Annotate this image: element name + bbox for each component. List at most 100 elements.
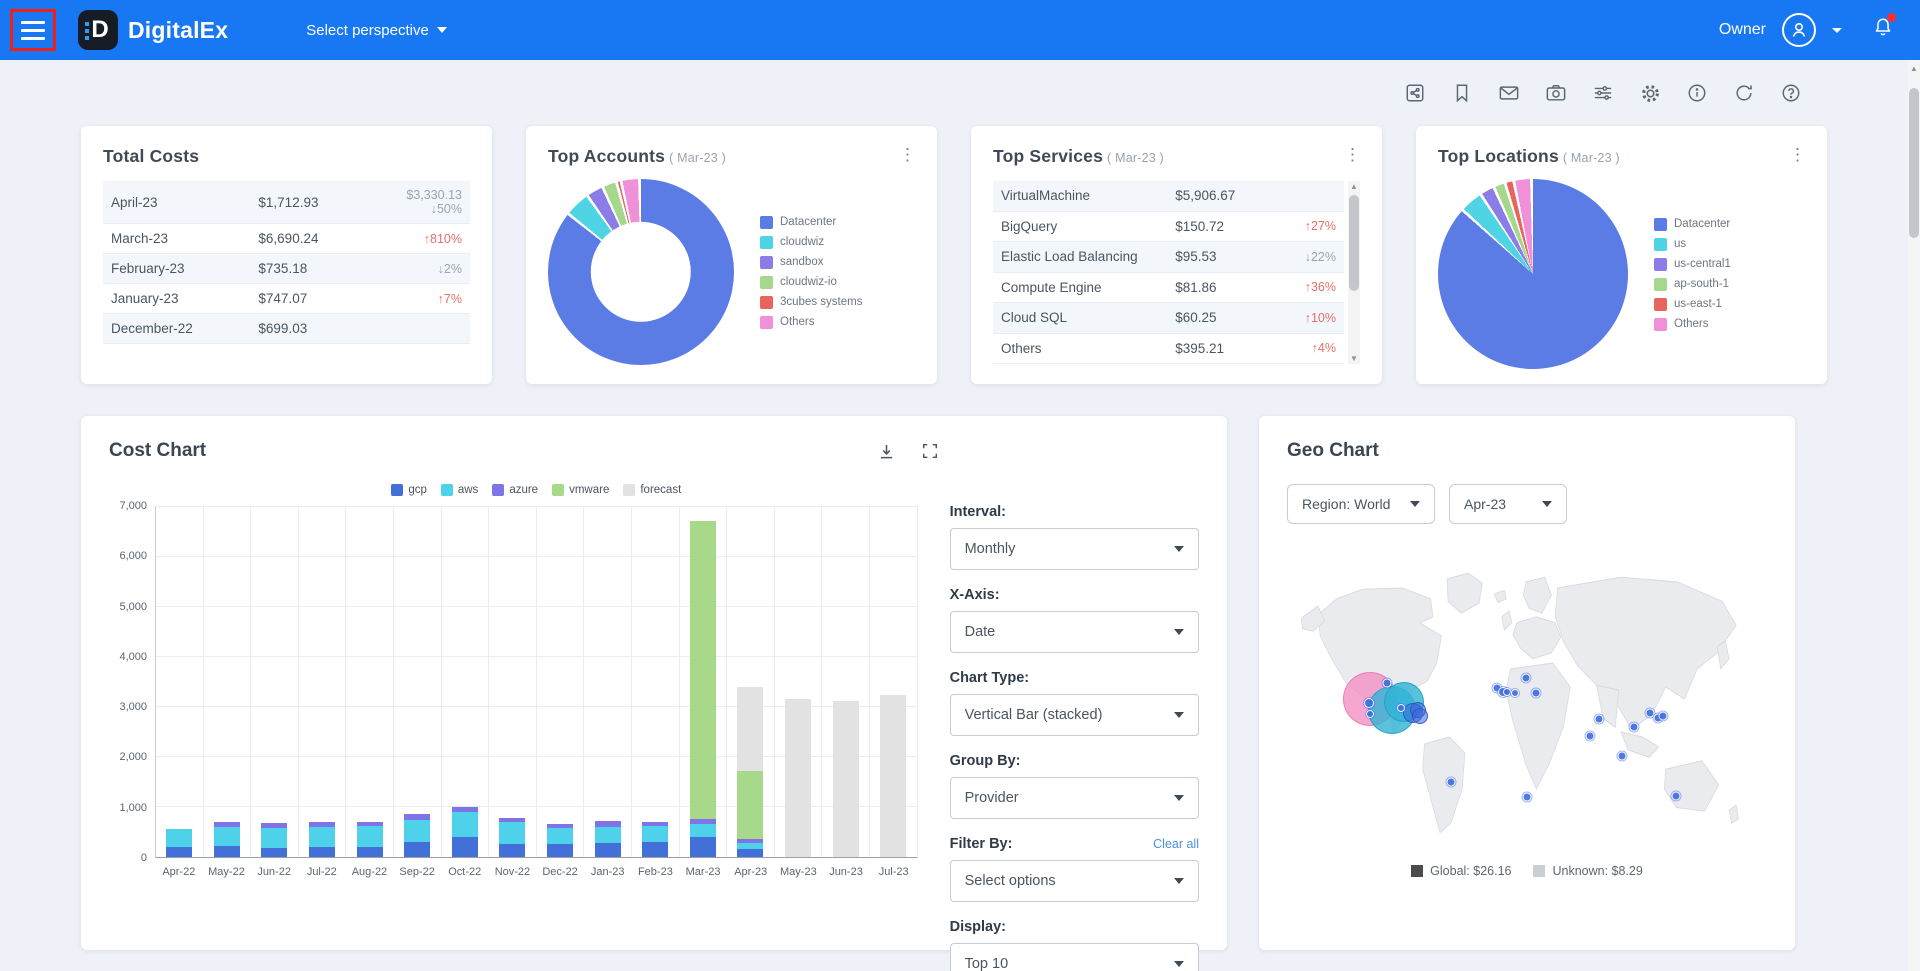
map-data-point[interactable]: [1585, 731, 1594, 741]
map-data-point[interactable]: [1671, 791, 1681, 801]
user-avatar[interactable]: [1782, 13, 1816, 47]
x-tick-label: Dec-22: [542, 866, 578, 878]
legend-item[interactable]: cloudwiz: [760, 235, 862, 249]
bookmark-icon[interactable]: [1451, 82, 1473, 104]
bar-Nov-22[interactable]: [499, 818, 526, 857]
download-icon[interactable]: [875, 440, 897, 462]
map-data-point[interactable]: [1617, 751, 1627, 761]
kebab-menu-icon[interactable]: ⋮: [1789, 145, 1806, 164]
map-data-point[interactable]: [1366, 710, 1375, 718]
filter-by-select[interactable]: Select options: [949, 860, 1199, 902]
legend-item[interactable]: us: [1654, 237, 1731, 251]
map-data-point[interactable]: [1502, 688, 1511, 697]
camera-icon[interactable]: [1545, 82, 1567, 104]
map-data-point[interactable]: [1397, 704, 1406, 712]
bar-Oct-22[interactable]: [451, 806, 478, 857]
kebab-menu-icon[interactable]: ⋮: [1344, 145, 1361, 164]
bar-segment-aws: [356, 826, 383, 847]
bar-Sep-22[interactable]: [404, 814, 431, 857]
map-data-point[interactable]: [1629, 722, 1639, 732]
settings-icon[interactable]: [1639, 82, 1661, 104]
bar-Feb-23[interactable]: [642, 821, 669, 857]
bar-Jan-23[interactable]: [594, 821, 621, 857]
map-data-point[interactable]: [1521, 673, 1531, 683]
legend-item[interactable]: aws: [440, 484, 478, 496]
hamburger-menu-button[interactable]: [21, 20, 45, 40]
top-services-title: Top Services( Mar-23 ): [993, 146, 1164, 166]
mail-icon[interactable]: [1498, 82, 1520, 104]
top-locations-pie-chart[interactable]: [1438, 179, 1628, 369]
chart-type-select[interactable]: Vertical Bar (stacked): [949, 694, 1199, 736]
legend-item[interactable]: us-east-1: [1654, 297, 1731, 311]
map-data-point[interactable]: [1658, 711, 1668, 720]
map-data-point[interactable]: [1522, 792, 1532, 802]
y-tick-label: 2,000: [119, 751, 147, 764]
world-map[interactable]: [1292, 546, 1762, 846]
bar-Apr-23[interactable]: [737, 686, 764, 857]
bar-Mar-23[interactable]: [689, 520, 716, 857]
top-locations-legend: Datacenter us us-central1 ap-south-1 us-east…: [1654, 217, 1731, 331]
sliders-icon[interactable]: [1592, 82, 1614, 104]
select-perspective-dropdown[interactable]: Select perspective: [306, 22, 447, 39]
y-tick-label: 4,000: [119, 650, 147, 663]
bar-slot: [727, 507, 775, 857]
legend-item[interactable]: ap-south-1: [1654, 277, 1731, 291]
bar-slot: [632, 507, 680, 857]
scrollbar-thumb[interactable]: [1349, 195, 1359, 291]
map-data-point[interactable]: [1510, 689, 1519, 697]
legend-item[interactable]: forecast: [623, 484, 681, 496]
notifications-bell-icon[interactable]: [1872, 13, 1896, 44]
legend-item[interactable]: cloudwiz-io: [760, 275, 862, 289]
legend-item[interactable]: us-central1: [1654, 257, 1731, 271]
map-data-point[interactable]: [1412, 707, 1429, 724]
legend-item[interactable]: gcp: [391, 484, 427, 496]
bar-Apr-22[interactable]: [166, 829, 193, 857]
x-axis-select[interactable]: Date: [949, 611, 1199, 653]
info-icon[interactable]: [1686, 82, 1708, 104]
scroll-up-icon[interactable]: ▲: [1910, 64, 1918, 73]
legend-item[interactable]: Datacenter: [760, 215, 862, 229]
bar-Jul-22[interactable]: [309, 821, 336, 857]
map-data-point[interactable]: [1363, 697, 1374, 708]
page-scrollbar[interactable]: ▲: [1908, 60, 1920, 971]
bar-Jul-23[interactable]: [880, 694, 907, 857]
map-data-point[interactable]: [1531, 688, 1541, 698]
bar-Jun-22[interactable]: [261, 823, 288, 857]
map-data-point[interactable]: [1645, 708, 1655, 718]
bar-Jun-23[interactable]: [832, 701, 859, 857]
legend-item[interactable]: Datacenter: [1654, 217, 1731, 231]
bar-Dec-22[interactable]: [547, 823, 574, 857]
kebab-menu-icon[interactable]: ⋮: [899, 145, 916, 164]
map-data-point[interactable]: [1446, 777, 1456, 787]
fullscreen-icon[interactable]: [919, 440, 941, 462]
top-accounts-period: ( Mar-23 ): [669, 151, 726, 165]
clear-all-link[interactable]: Clear all: [1153, 837, 1199, 851]
scrollbar-thumb[interactable]: [1909, 88, 1919, 238]
legend-item[interactable]: Others: [760, 315, 862, 329]
region-select[interactable]: Region: World: [1287, 484, 1435, 524]
legend-item[interactable]: vmware: [552, 484, 609, 496]
legend-item[interactable]: sandbox: [760, 255, 862, 269]
month-select[interactable]: Apr-23: [1449, 484, 1567, 524]
change-cell: ↓22%: [1304, 249, 1336, 264]
bar-May-23[interactable]: [785, 698, 812, 857]
bar-May-22[interactable]: [213, 821, 240, 857]
interval-select[interactable]: Monthly: [949, 528, 1199, 570]
top-accounts-donut-chart[interactable]: [548, 179, 734, 365]
account-chevron-down-icon[interactable]: [1832, 27, 1842, 33]
map-data-point[interactable]: [1382, 678, 1392, 688]
services-scrollbar[interactable]: ▲ ▼: [1348, 181, 1360, 364]
bar-Aug-22[interactable]: [356, 821, 383, 857]
refresh-icon[interactable]: [1733, 82, 1755, 104]
legend-item[interactable]: azure: [492, 484, 538, 496]
group-by-select[interactable]: Provider: [949, 777, 1199, 819]
help-icon[interactable]: [1780, 82, 1802, 104]
scroll-up-icon[interactable]: ▲: [1350, 182, 1358, 191]
legend-item[interactable]: Others: [1654, 317, 1731, 331]
table-row: March-23 $6,690.24 ↑810%: [103, 224, 470, 254]
share-icon[interactable]: [1404, 82, 1426, 104]
map-data-point[interactable]: [1594, 714, 1604, 724]
scroll-down-icon[interactable]: ▼: [1350, 354, 1358, 363]
legend-item[interactable]: 3cubes systems: [760, 295, 862, 309]
display-select[interactable]: Top 10: [949, 943, 1199, 971]
